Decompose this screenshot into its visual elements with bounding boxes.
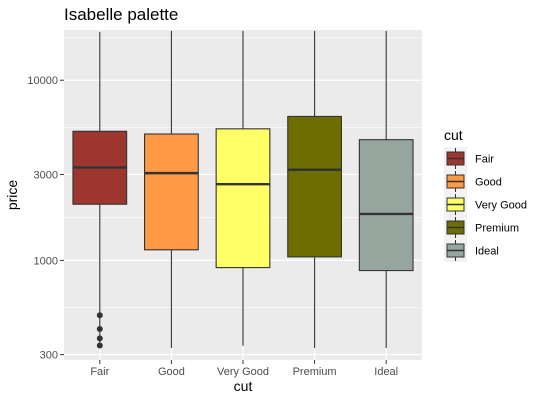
legend-label: Ideal (475, 246, 499, 258)
y-tick-label: 10000 (27, 75, 58, 87)
legend: cut Fair Good Very Good Premium Ideal (444, 127, 527, 262)
y-axis: 300 1000 3000 10000 (27, 75, 64, 362)
legend-label: Premium (475, 223, 519, 235)
legend-item: Premium (444, 216, 519, 239)
box-premium (287, 30, 343, 349)
legend-label: Fair (475, 154, 494, 166)
y-axis-title: price (4, 180, 20, 211)
x-tick-label: Ideal (374, 366, 398, 378)
box-very-good (215, 30, 271, 346)
legend-label: Good (475, 177, 502, 189)
box-iqr (287, 115, 343, 258)
x-tick-label: Premium (293, 366, 337, 378)
box-fair (72, 31, 128, 349)
boxplot-series (72, 30, 414, 349)
outlier-point (96, 312, 103, 319)
outlier-point (96, 342, 103, 349)
x-tick-label: Very Good (217, 366, 269, 378)
legend-item: Ideal (444, 239, 499, 262)
chart-title: Isabelle palette (64, 5, 178, 24)
outlier-point (96, 335, 103, 342)
x-tick-label: Fair (90, 366, 109, 378)
x-tick-label: Good (158, 366, 185, 378)
box-ideal (358, 30, 414, 349)
y-tick-label: 300 (40, 350, 58, 362)
legend-item: Good (444, 170, 502, 193)
y-tick-label: 1000 (34, 255, 58, 267)
box-iqr (358, 139, 414, 272)
box-good (144, 30, 199, 348)
legend-title: cut (444, 127, 463, 143)
outlier-point (96, 326, 103, 333)
legend-label: Very Good (475, 200, 527, 212)
box-iqr (215, 128, 271, 269)
legend-item: Very Good (444, 193, 527, 216)
box-iqr (144, 133, 199, 251)
x-axis: Fair Good Very Good Premium Ideal (90, 360, 398, 378)
y-tick-label: 3000 (34, 169, 58, 181)
x-axis-title: cut (234, 378, 253, 394)
legend-item: Fair (444, 147, 494, 170)
